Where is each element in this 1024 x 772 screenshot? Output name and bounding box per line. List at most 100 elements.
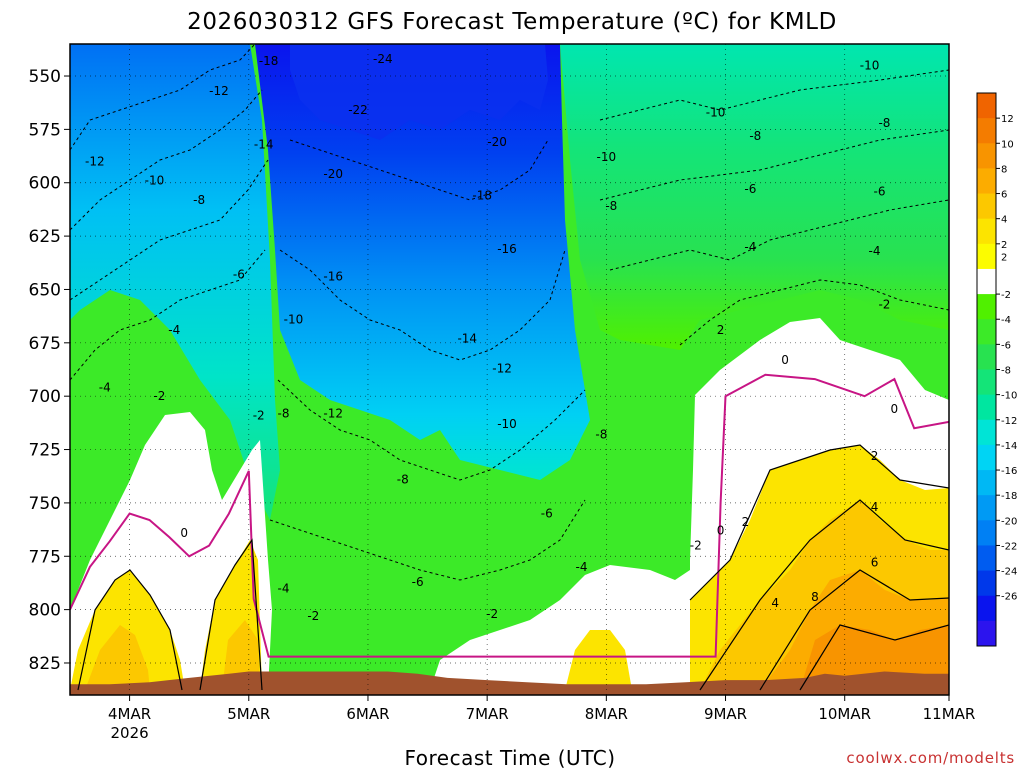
- contour-label: -14: [254, 137, 274, 151]
- grid-lines: [70, 44, 949, 695]
- contour-label: -2: [486, 607, 498, 621]
- contour-label: 2: [871, 449, 879, 463]
- colorbar-label: 2: [1001, 252, 1007, 263]
- field-warm-left-2: [85, 625, 150, 690]
- x-tick-label: 4MAR: [108, 705, 151, 723]
- colorbar-label: -8: [1001, 366, 1011, 377]
- contour-label: -14: [457, 332, 477, 346]
- contour-label: -8: [397, 472, 409, 486]
- contour-label: -4: [278, 581, 290, 595]
- colorbar-swatch: [977, 620, 996, 647]
- contour-label: 0: [717, 524, 725, 538]
- contour-label: 0: [891, 402, 899, 416]
- isotherm-line-trough-mid: [279, 249, 566, 361]
- contour-label: -12: [85, 154, 105, 168]
- contour-label: -20: [323, 167, 343, 181]
- contour-label: -8: [278, 406, 290, 420]
- contour-label: -6: [233, 268, 245, 282]
- colorbar-label: -4: [1001, 315, 1011, 326]
- warm-contour-left-2: [199, 538, 263, 691]
- contour-label: -24: [373, 52, 393, 66]
- colorbar-label: -6: [1001, 340, 1011, 351]
- y-axis-ticks: 550 575 600 625 650 675 700 725 750 775 800 825: [29, 67, 70, 674]
- colorbar-swatch: [977, 495, 996, 521]
- x-tick-label: 6MAR: [346, 705, 389, 723]
- x-tick-label: 8MAR: [585, 705, 628, 723]
- field-cold-trough: [255, 44, 590, 480]
- isotherm-line-right-upper: [599, 69, 949, 121]
- colorbar-swatch: [977, 470, 996, 496]
- contour-label: -16: [497, 242, 517, 256]
- contour-label: -8: [749, 129, 761, 143]
- contour-label: -4: [99, 381, 111, 395]
- contour-label: -22: [348, 103, 368, 117]
- contour-label: -8: [595, 428, 607, 442]
- colorbar-label: -18: [1001, 491, 1017, 502]
- colorbar-label: -16: [1001, 466, 1017, 477]
- y-tick-label: 775: [29, 547, 61, 567]
- contour-label: -20: [487, 135, 507, 149]
- contour-label: -10: [497, 417, 517, 431]
- contour-label: -4: [869, 244, 881, 258]
- y-tick-label: 575: [29, 120, 61, 140]
- contour-label: -12: [323, 406, 343, 420]
- contour-label: -12: [492, 361, 512, 375]
- x-tick-label: 7MAR: [466, 705, 509, 723]
- field-cold-upper-left: [70, 44, 280, 520]
- contour-label: 4: [871, 500, 879, 514]
- contour-label: -2: [878, 297, 890, 311]
- isotherm-line-upper-left: [70, 44, 256, 151]
- colorbar-swatch: [977, 545, 996, 571]
- colorbar-swatch: [977, 570, 996, 597]
- colorbar-swatch: [977, 294, 996, 320]
- warm-contour-right-1: [689, 444, 949, 601]
- plot-frame: [69, 43, 950, 696]
- contour-label: -12: [209, 84, 229, 98]
- contour-label: -8: [878, 116, 890, 130]
- colorbar-label: -24: [1001, 567, 1017, 578]
- colorbar-label: -12: [1001, 416, 1017, 427]
- warm-contours: [77, 444, 949, 691]
- isotherm-line-lower: [269, 499, 586, 581]
- x-tick-label: 10MAR: [818, 705, 871, 723]
- y-tick-label: 600: [29, 174, 61, 194]
- colorbar-swatch: [977, 369, 996, 396]
- colorbar-swatch: [977, 168, 996, 194]
- warm-contour-right-3: [759, 569, 949, 691]
- ground-terrain: [70, 671, 949, 695]
- source-credit: coolwx.com/modelts: [846, 749, 1015, 767]
- colorbar-label: 2: [1001, 240, 1007, 251]
- colorbar-label: 12: [1001, 114, 1014, 125]
- warm-contour-right-2: [699, 499, 949, 691]
- colorbar-swatch: [977, 118, 996, 144]
- x-tick-label: 9MAR: [704, 705, 747, 723]
- y-tick-label: 725: [29, 441, 61, 461]
- contour-label: 2: [742, 515, 750, 529]
- contour-label: -4: [576, 560, 588, 574]
- colorbar-swatch: [977, 520, 996, 546]
- colorbar-swatch: [977, 243, 996, 270]
- colorbar-label: 10: [1001, 139, 1014, 150]
- contour-label: -10: [145, 174, 165, 188]
- zero-isotherm-line: [70, 373, 949, 658]
- colorbar: 12 10 8 6 4 2 -2 -4 -6 -8 -10 -12 -14 -16 -18 -20 -22 -24…: [976, 92, 1017, 647]
- contour-label: 0: [781, 353, 789, 367]
- colorbar-swatch: [977, 193, 996, 220]
- contour-label: -18: [472, 189, 492, 203]
- contour-label: 8: [811, 590, 819, 604]
- isotherm-line-right-mid: [599, 129, 949, 201]
- colorbar-label: -22: [1001, 541, 1017, 552]
- contour-label: -4: [744, 240, 756, 254]
- contour-label: -6: [541, 507, 553, 521]
- contour-label: -6: [744, 182, 756, 196]
- contour-label: -4: [168, 323, 180, 337]
- contour-label: -10: [706, 105, 726, 119]
- colorbar-label: -14: [1001, 441, 1017, 452]
- colorbar-label: 6: [1001, 190, 1007, 201]
- contour-label: -18: [259, 54, 279, 68]
- colorbar-swatch: [977, 319, 996, 345]
- contour-label: -8: [605, 199, 617, 213]
- contour-label: 6: [871, 556, 879, 570]
- contour-label: 2: [717, 323, 725, 337]
- colorbar-swatch: [977, 143, 996, 169]
